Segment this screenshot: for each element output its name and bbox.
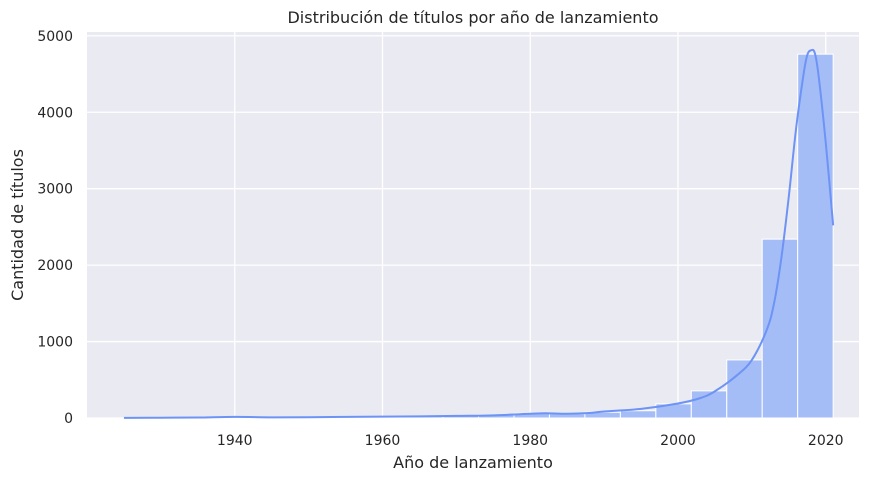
plot-area bbox=[87, 32, 859, 418]
grid-layer bbox=[87, 32, 859, 419]
y-tick-label: 0 bbox=[64, 411, 73, 427]
x-tick-label: 1980 bbox=[512, 433, 548, 449]
x-tick-label: 2000 bbox=[660, 433, 696, 449]
y-tick-label: 2000 bbox=[37, 258, 73, 274]
y-tick-label: 5000 bbox=[37, 29, 73, 45]
kde-line bbox=[123, 48, 835, 419]
x-tick-labels: 1940 1960 1980 2000 2020 bbox=[217, 433, 844, 449]
y-tick-label: 4000 bbox=[37, 105, 73, 121]
x-axis-title: Año de lanzamiento bbox=[393, 453, 553, 472]
y-tick-label: 3000 bbox=[37, 182, 73, 198]
x-tick-label: 1960 bbox=[365, 433, 401, 449]
y-axis-title: Cantidad de títulos bbox=[8, 149, 27, 301]
histogram-bar bbox=[797, 53, 834, 419]
histogram-bar bbox=[619, 410, 657, 419]
kde-layer bbox=[123, 48, 835, 419]
y-tick-labels: 0 1000 2000 3000 4000 5000 bbox=[37, 29, 73, 427]
y-tick-label: 1000 bbox=[37, 335, 73, 351]
x-tick-label: 2020 bbox=[808, 433, 844, 449]
x-tick-label: 1940 bbox=[217, 433, 253, 449]
chart-title: Distribución de títulos por año de lanza… bbox=[287, 8, 658, 27]
